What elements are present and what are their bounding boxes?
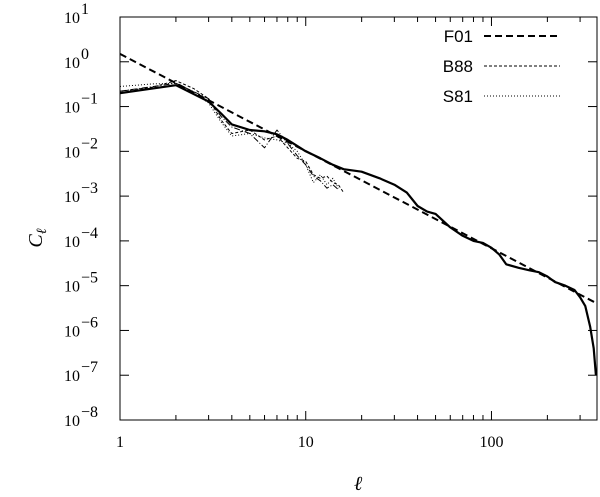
x-tick-label: 10 <box>298 434 314 451</box>
y-tick-label: 10 <box>64 144 80 161</box>
y-tick-exponent: −8 <box>81 404 98 421</box>
y-tick-exponent: −7 <box>81 359 98 376</box>
plot-frame <box>119 16 598 421</box>
x-tick-label: 100 <box>479 434 503 451</box>
legend-label-b88: B88 <box>443 57 473 76</box>
y-axis-label: Cℓ <box>25 228 50 247</box>
y-tick-exponent: −6 <box>81 314 98 331</box>
series-line-unnamed-0 <box>119 84 597 376</box>
y-tick-exponent: −1 <box>81 91 98 108</box>
y-tick-exponent: 0 <box>81 46 89 63</box>
y-tick-label: 10 <box>64 368 80 385</box>
y-tick-exponent: 1 <box>81 1 89 18</box>
y-tick-label: 10 <box>64 413 80 430</box>
series-line-f01 <box>119 53 598 305</box>
y-tick-label: 10 <box>64 10 80 27</box>
y-tick-label: 10 <box>64 189 80 206</box>
y-tick-exponent: −5 <box>81 270 98 287</box>
y-tick-label: 10 <box>64 100 80 117</box>
x-axis-label: ℓ <box>354 473 363 495</box>
x-tick-label: 1 <box>116 434 124 451</box>
y-tick-exponent: −3 <box>81 180 98 197</box>
y-axis-label-sub: ℓ <box>35 228 50 234</box>
y-axis-label-main: C <box>25 234 47 248</box>
legend-label-f01: F01 <box>444 27 473 46</box>
series-line-unnamed-4 <box>119 82 339 190</box>
series-line-s81 <box>119 82 339 189</box>
y-tick-exponent: −2 <box>81 135 98 152</box>
y-tick-exponent: −4 <box>81 225 98 242</box>
y-tick-label: 10 <box>64 55 80 72</box>
y-tick-label: 10 <box>64 234 80 251</box>
y-tick-label: 10 <box>64 279 80 296</box>
y-tick-label: 10 <box>64 323 80 340</box>
series-line-b88 <box>119 80 345 193</box>
legend-label-s81: S81 <box>443 87 473 106</box>
